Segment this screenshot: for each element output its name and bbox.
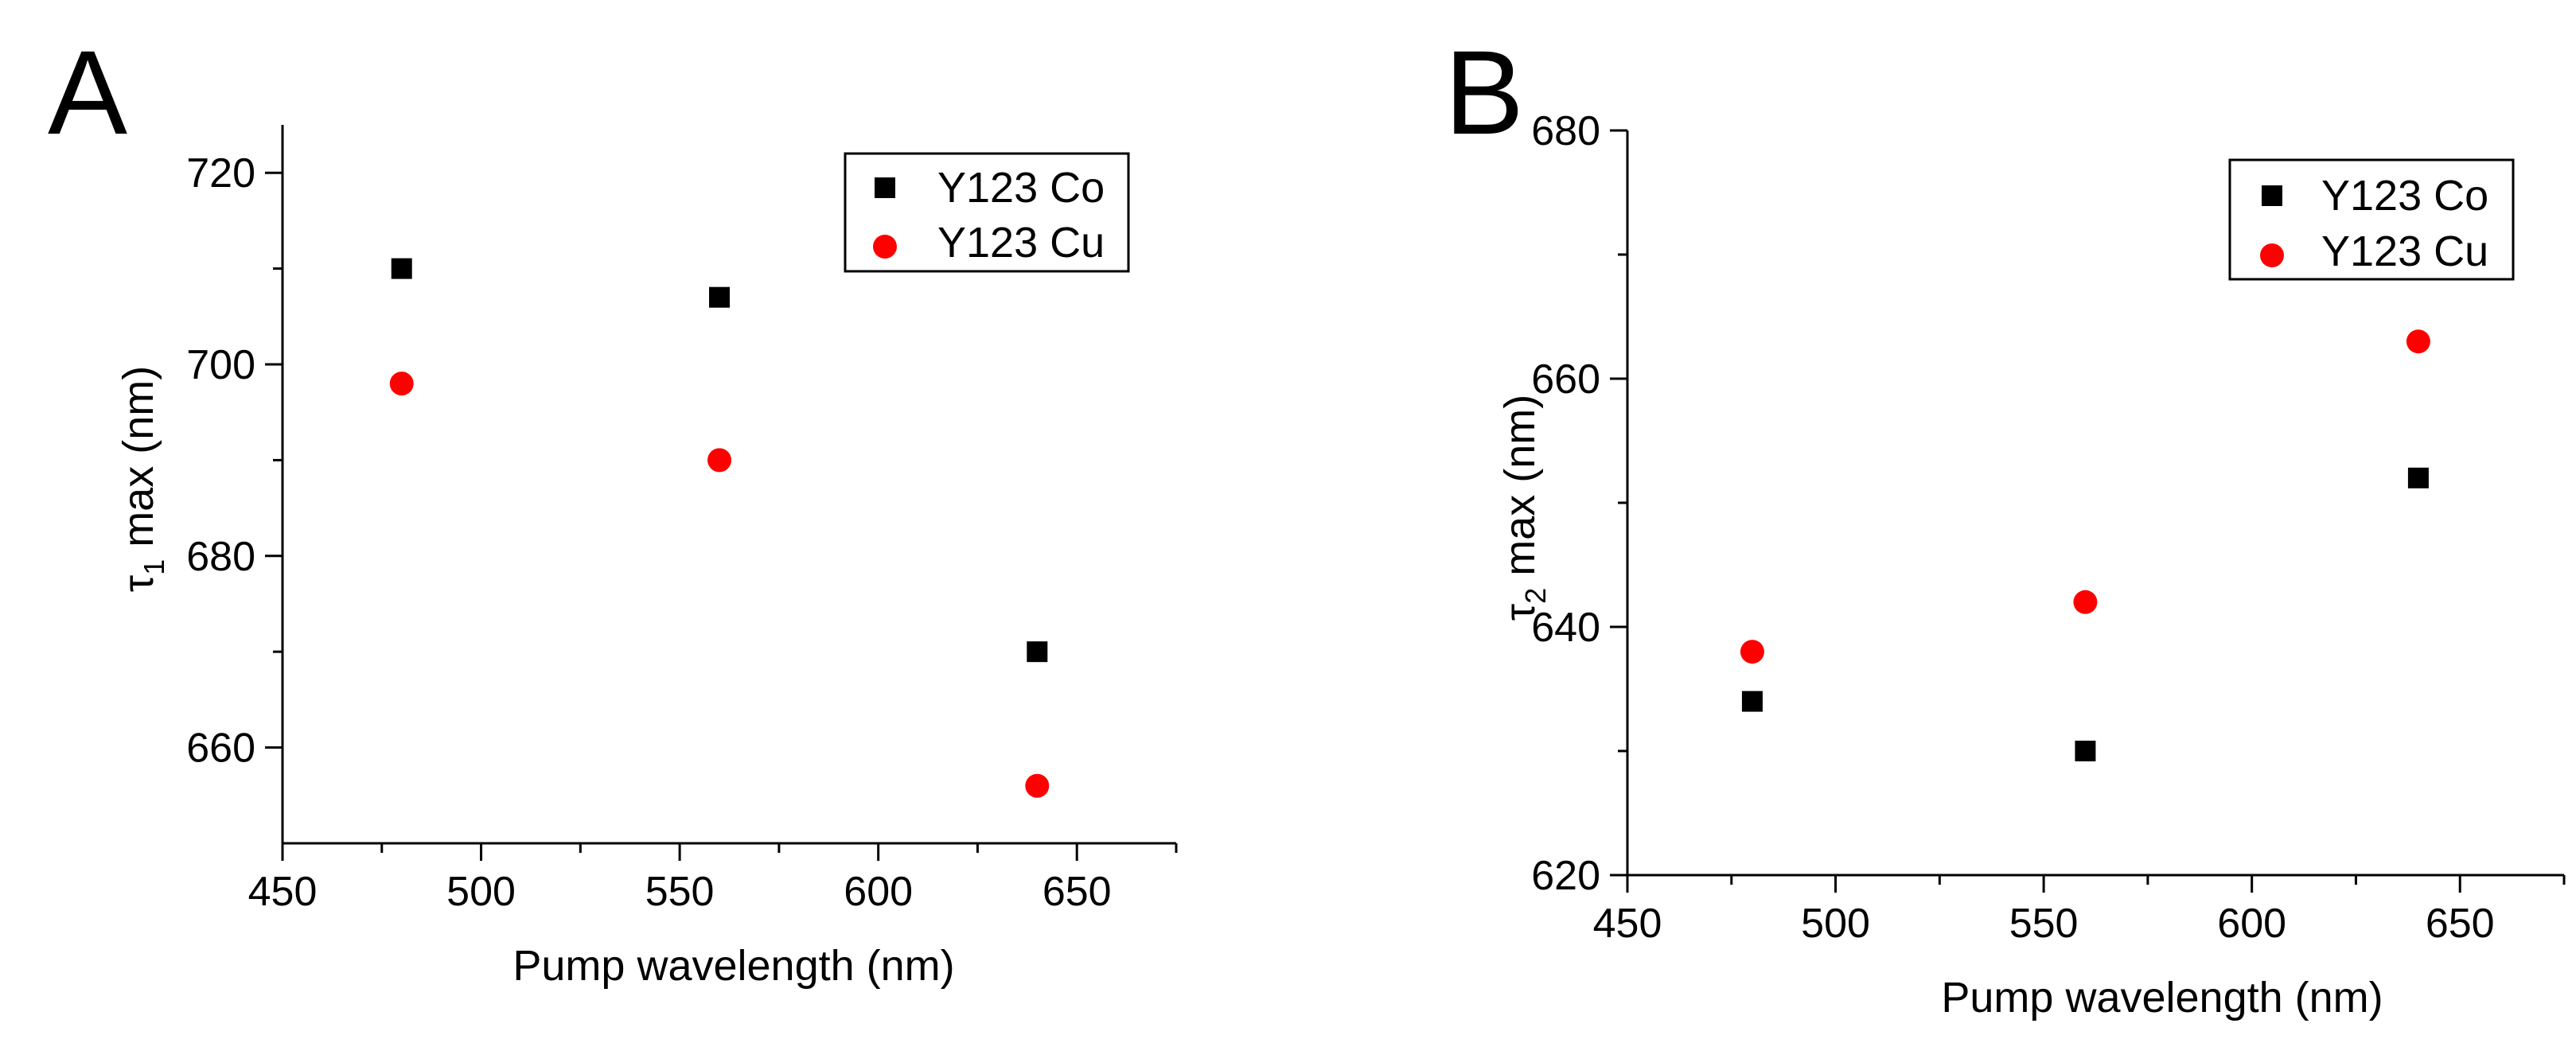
legend: Y123 Co Y123 Cu	[844, 152, 1130, 273]
x-tick-label: 600	[844, 869, 913, 915]
plot-area: 450 500 550 600 650 620 640 660 680	[1531, 108, 2566, 947]
legend-entry-y123-co: Y123 Co	[937, 164, 1105, 212]
plot-area: 450 500 550 600 650 660 680 700 720	[186, 125, 1178, 915]
data-point-y123-cu	[1740, 640, 1764, 664]
legend-entry-y123-co: Y123 Co	[2321, 172, 2488, 220]
y-axis-label-symbol: τ	[1496, 604, 1544, 621]
panel-label: B	[1444, 25, 1524, 159]
legend-entry-y123-cu: Y123 Cu	[937, 219, 1105, 267]
x-tick-label: 650	[1042, 869, 1112, 915]
x-tick-label: 450	[248, 869, 318, 915]
data-point-y123-co	[2407, 467, 2429, 488]
data-point-y123-co	[1741, 691, 1763, 712]
legend-marker-square	[875, 177, 895, 198]
data-point-y123-cu	[707, 448, 732, 473]
y-tick-label: 700	[186, 342, 255, 388]
x-tick-label: 600	[2217, 901, 2286, 947]
data-point-y123-cu	[2406, 329, 2430, 354]
y-axis-label: τ2 max (nm)	[1496, 395, 1552, 621]
data-point-y123-cu	[2073, 590, 2098, 614]
legend-marker-circle	[873, 235, 897, 259]
data-point-y123-cu	[1025, 773, 1050, 798]
legend-entry-y123-cu: Y123 Cu	[2321, 228, 2488, 275]
y-tick-label: 660	[186, 726, 255, 772]
y-axis-label-subscript: 1	[138, 559, 170, 575]
y-tick-label: 660	[1531, 356, 1600, 403]
data-point-y123-cu	[389, 372, 414, 396]
data-point-y123-co	[2075, 741, 2096, 761]
y-axis-label-symbol: τ	[115, 575, 162, 592]
y-tick-label: 640	[1531, 605, 1600, 651]
y-tick-label: 720	[186, 150, 255, 197]
y-tick-label: 680	[186, 534, 255, 580]
legend-marker-circle	[2260, 243, 2284, 267]
data-point-y123-co	[1027, 641, 1048, 663]
y-tick-label: 680	[1531, 108, 1600, 154]
panel-a: A 450 500 550 600 650 660 680 700 720 Pump wavel…	[48, 25, 1178, 990]
x-tick-label: 550	[645, 869, 715, 915]
y-axis-label-unit: max (nm)	[1496, 395, 1544, 588]
data-point-y123-co	[709, 286, 731, 308]
legend-marker-square	[2262, 185, 2282, 206]
y-axis-label-subscript: 2	[1519, 588, 1552, 604]
x-axis-label: Pump wavelength (nm)	[512, 942, 954, 990]
data-point-y123-co	[391, 258, 412, 279]
x-tick-label: 550	[2009, 901, 2079, 947]
y-tick-label: 620	[1531, 853, 1600, 899]
panel-label: A	[48, 25, 127, 159]
legend: Y123 Co Y123 Cu	[2228, 158, 2515, 281]
x-tick-label: 450	[1593, 901, 1662, 947]
x-tick-label: 500	[446, 869, 516, 915]
y-axis-label-unit: max (nm)	[115, 366, 162, 559]
y-axis-label: τ1 max (nm)	[115, 366, 170, 592]
x-tick-label: 500	[1801, 901, 1870, 947]
x-tick-label: 650	[2426, 901, 2495, 947]
panel-b: B 450 500 550 600 650 620 640 660 680 Pump wavel…	[1444, 25, 2566, 1021]
x-axis-label: Pump wavelength (nm)	[1941, 974, 2383, 1021]
